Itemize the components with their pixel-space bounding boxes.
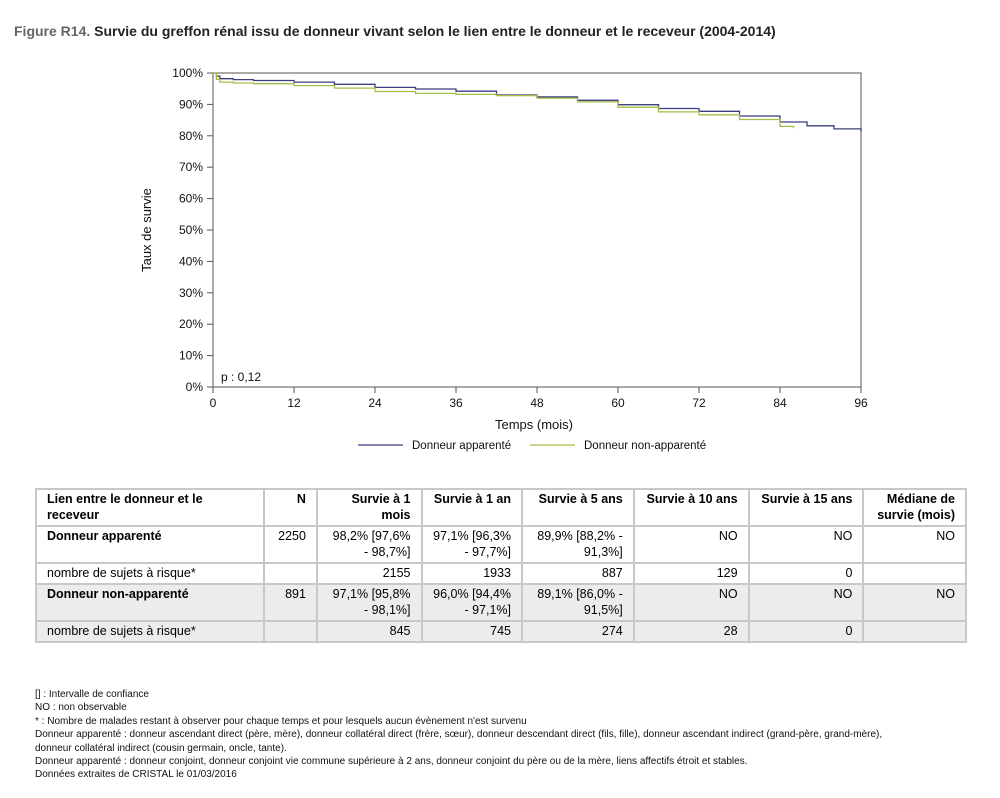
cell-survie-15-ans: NO bbox=[747, 525, 865, 564]
footnote: Données extraites de CRISTAL le 01/03/20… bbox=[35, 769, 237, 781]
row-label: Donneur apparenté bbox=[35, 525, 265, 564]
cell-mediane: NO bbox=[862, 583, 967, 622]
header-survie-15-ans: Survie à 15 ans bbox=[747, 488, 865, 527]
cell-n: 2250 bbox=[262, 525, 318, 564]
p-value-annotation: p : 0,12 bbox=[221, 370, 261, 384]
y-axis-title: Taux de survie bbox=[139, 188, 154, 272]
x-tick-label: 12 bbox=[287, 396, 301, 410]
cell-survie-5-ans: 89,9% [88,2% - 91,3%] bbox=[521, 525, 635, 564]
legend-label: Donneur apparenté bbox=[412, 440, 511, 452]
cell-survie-1-an: 745 bbox=[420, 620, 524, 643]
x-tick-label: 36 bbox=[449, 396, 463, 410]
figure-title: Figure R14. Survie du greffon rénal issu… bbox=[14, 23, 776, 39]
footnote: [] : Intervalle de confiance bbox=[35, 689, 149, 700]
x-axis-title: Temps (mois) bbox=[495, 417, 573, 432]
cell-survie-10-ans: NO bbox=[632, 583, 750, 622]
cell-survie-10-ans: 28 bbox=[632, 620, 750, 643]
cell-survie-15-ans: 0 bbox=[747, 562, 865, 585]
y-tick-label: 0% bbox=[186, 380, 204, 394]
header-lien: Lien entre le donneur et le receveur bbox=[35, 488, 265, 527]
footnotes: [] : Intervalle de confiance NO : non ob… bbox=[35, 688, 985, 782]
header-survie-1-an: Survie à 1 an bbox=[420, 488, 524, 527]
cell-survie-5-ans: 887 bbox=[521, 562, 635, 585]
header-survie-5-ans: Survie à 5 ans bbox=[521, 488, 635, 527]
series-layer bbox=[213, 72, 862, 132]
cell-mediane bbox=[862, 562, 967, 585]
table-header-row: Lien entre le donneur et le receveur N S… bbox=[35, 488, 967, 527]
row-label: nombre de sujets à risque* bbox=[35, 562, 265, 585]
x-tick-label: 96 bbox=[854, 396, 868, 410]
cell-survie-1-mois: 2155 bbox=[315, 562, 423, 585]
chart-legend: Donneur apparenté Donneur non-apparenté bbox=[358, 440, 706, 452]
footnote: Donneur apparenté : donneur ascendant di… bbox=[35, 729, 883, 741]
y-tick-label: 100% bbox=[172, 66, 203, 80]
y-tick-label: 60% bbox=[179, 192, 203, 206]
x-axis: 0 12 24 36 48 60 72 84 96 bbox=[210, 387, 868, 410]
legend-label: Donneur non-apparenté bbox=[584, 440, 706, 452]
table-row: nombre de sujets à risque* 845 745 274 2… bbox=[35, 620, 967, 643]
cell-mediane bbox=[862, 620, 967, 643]
y-tick-label: 30% bbox=[179, 286, 203, 300]
cell-survie-1-mois: 845 bbox=[315, 620, 423, 643]
series-line-donneur-non-apparente bbox=[213, 72, 795, 129]
row-label: Donneur non-apparenté bbox=[35, 583, 265, 622]
y-tick-label: 10% bbox=[179, 349, 203, 363]
cell-survie-1-mois: 98,2% [97,6% - 98,7%] bbox=[315, 525, 423, 564]
table-row: nombre de sujets à risque* 2155 1933 887… bbox=[35, 562, 967, 585]
cell-survie-10-ans: NO bbox=[632, 525, 750, 564]
y-tick-label: 90% bbox=[179, 97, 203, 111]
figure-number: Figure R14. bbox=[14, 23, 91, 39]
footnote: donneur collatéral indirect (cousin germ… bbox=[35, 742, 287, 754]
cell-n bbox=[262, 620, 318, 643]
cell-survie-1-an: 97,1% [96,3% - 97,7%] bbox=[420, 525, 524, 564]
table-row: Donneur non-apparenté 891 97,1% [95,8% -… bbox=[35, 583, 967, 622]
cell-survie-1-mois: 97,1% [95,8% - 98,1%] bbox=[315, 583, 423, 622]
cell-survie-15-ans: NO bbox=[747, 583, 865, 622]
header-n: N bbox=[262, 488, 318, 527]
y-tick-label: 40% bbox=[179, 254, 203, 268]
x-tick-label: 72 bbox=[692, 396, 706, 410]
cell-survie-5-ans: 89,1% [86,0% - 91,5%] bbox=[521, 583, 635, 622]
cell-survie-1-an: 96,0% [94,4% - 97,1%] bbox=[420, 583, 524, 622]
x-tick-label: 24 bbox=[368, 396, 382, 410]
x-tick-label: 48 bbox=[530, 396, 544, 410]
cell-survie-10-ans: 129 bbox=[632, 562, 750, 585]
x-tick-label: 84 bbox=[773, 396, 787, 410]
figure-title-text: Survie du greffon rénal issu de donneur … bbox=[94, 23, 776, 39]
cell-n bbox=[262, 562, 318, 585]
y-axis: 0% 10% 20% 30% 40% 50% 60% 70% 80% 90% 100% bbox=[172, 66, 213, 394]
header-survie-10-ans: Survie à 10 ans bbox=[632, 488, 750, 527]
table-row: Donneur apparenté 2250 98,2% [97,6% - 98… bbox=[35, 525, 967, 564]
cell-survie-5-ans: 274 bbox=[521, 620, 635, 643]
row-label: nombre de sujets à risque* bbox=[35, 620, 265, 643]
cell-n: 891 bbox=[262, 583, 318, 622]
x-tick-label: 60 bbox=[611, 396, 625, 410]
header-survie-1-mois: Survie à 1 mois bbox=[315, 488, 423, 527]
survival-table: Lien entre le donneur et le receveur N S… bbox=[35, 488, 967, 643]
y-tick-label: 20% bbox=[179, 317, 203, 331]
cell-mediane: NO bbox=[862, 525, 967, 564]
header-mediane: Médiane de survie (mois) bbox=[862, 488, 967, 527]
footnote: Donneur apparenté : donneur conjoint, do… bbox=[35, 756, 748, 768]
y-tick-label: 80% bbox=[179, 129, 203, 143]
survival-chart: 0% 10% 20% 30% 40% 50% 60% 70% 80% 90% 100% 0 12 24 3… bbox=[139, 66, 868, 452]
cell-survie-15-ans: 0 bbox=[747, 620, 865, 643]
x-tick-label: 0 bbox=[210, 396, 217, 410]
series-line-donneur-apparente bbox=[213, 72, 862, 132]
y-tick-label: 50% bbox=[179, 223, 203, 237]
cell-survie-1-an: 1933 bbox=[420, 562, 524, 585]
footnote: NO : non observable bbox=[35, 702, 127, 714]
footnote: * : Nombre de malades restant à observer… bbox=[35, 715, 527, 727]
y-tick-label: 70% bbox=[179, 160, 203, 174]
